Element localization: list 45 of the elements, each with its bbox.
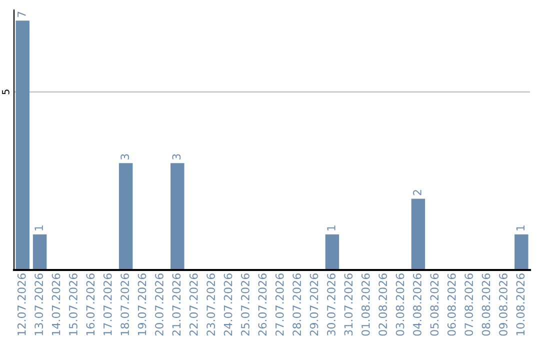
x-tick-label: 06.08.2026 (447, 273, 456, 336)
x-tick-label: 20.07.2026 (155, 273, 164, 336)
data-label: 1 (327, 226, 336, 230)
data-label: 3 (120, 154, 130, 160)
x-tick-label: 02.08.2026 (378, 273, 388, 336)
x-tick-label: 26.07.2026 (258, 273, 267, 336)
x-tick-label: 27.07.2026 (275, 273, 284, 336)
x-tick-label: 16.07.2026 (86, 273, 95, 336)
bar (325, 234, 340, 270)
x-tick-label: 28.07.2026 (292, 273, 302, 336)
data-label: 3 (172, 154, 181, 160)
bar (16, 20, 30, 270)
x-tick-label: 09.08.2026 (499, 273, 508, 336)
bar (514, 234, 528, 270)
x-tick-label: 14.07.2026 (52, 273, 60, 336)
x-tick-label: 19.07.2026 (138, 273, 146, 336)
data-label: 7 (18, 12, 26, 17)
x-tick-label: 23.07.2026 (206, 273, 216, 336)
y-tick-label: 5 (2, 90, 10, 94)
x-tick-label: 21.07.2026 (172, 273, 181, 336)
x-tick-label: 29.07.2026 (310, 273, 318, 336)
x-tick-label: 03.08.2026 (396, 273, 404, 336)
x-tick-label: 17.07.2026 (103, 273, 112, 336)
data-label: 1 (34, 226, 43, 230)
x-tick-label: 08.08.2026 (482, 273, 490, 336)
x-tick-label: 10.08.2026 (516, 273, 525, 336)
bar (411, 198, 426, 270)
data-label: 1 (516, 226, 524, 230)
x-tick-label: 07.08.2026 (464, 273, 474, 336)
x-tick-label: 01.08.2026 (361, 273, 370, 336)
x-tick-label: 24.07.2026 (224, 273, 232, 336)
bar (32, 234, 47, 270)
x-tick-label: 05.08.2026 (430, 273, 439, 336)
x-tick-label: 12.07.2026 (17, 273, 26, 336)
x-tick-label: 15.07.2026 (69, 273, 78, 336)
bar (170, 163, 184, 270)
x-tick-label: 25.07.2026 (241, 273, 250, 336)
data-label: 2 (413, 190, 422, 196)
x-tick-label: 04.08.2026 (413, 273, 422, 336)
x-tick-label: 18.07.2026 (120, 273, 130, 336)
x-tick-label: 30.07.2026 (327, 273, 336, 336)
bar (118, 163, 133, 270)
x-tick-label: 22.07.2026 (189, 273, 198, 336)
x-tick-label: 13.07.2026 (34, 273, 44, 336)
x-tick-label: 31.07.2026 (344, 273, 353, 336)
